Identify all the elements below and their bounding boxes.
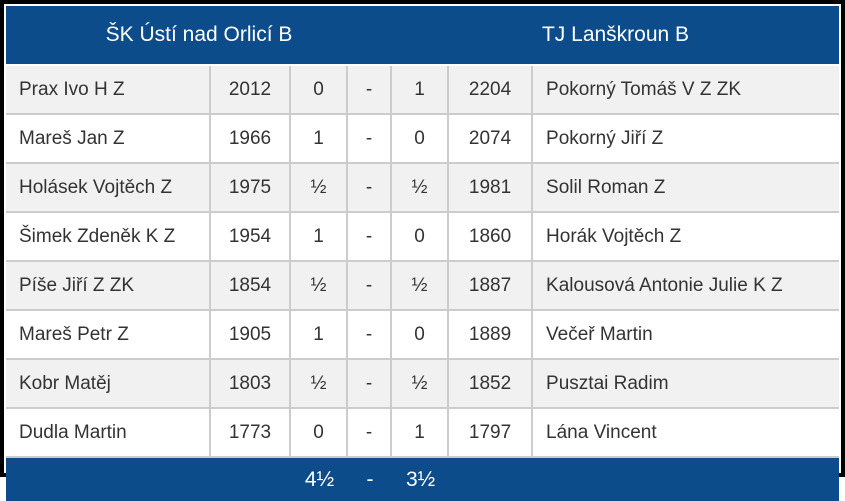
away-player-name: Večeř Martin [533,311,839,360]
home-score: ½ [291,360,348,409]
away-player-name: Pusztai Radim [533,360,839,409]
score-separator: - [348,409,393,458]
footer-spacer [6,458,291,501]
away-player-name: Pokorný Tomáš V Z ZK [533,66,839,115]
away-player-rating: 1887 [449,262,534,311]
away-player-name: Pokorný Jiří Z [533,115,839,164]
home-player-name: Píše Jiří Z ZK [6,262,211,311]
away-player-rating: 1889 [449,311,534,360]
home-score: ½ [291,262,348,311]
away-player-rating: 2204 [449,66,534,115]
home-player-rating: 1773 [211,409,291,458]
home-player-name: Mareš Jan Z [6,115,211,164]
away-score: 1 [392,66,450,115]
score-separator: - [348,66,393,115]
home-player-rating: 1905 [211,311,291,360]
away-score: 0 [392,311,450,360]
home-score: ½ [291,164,348,213]
match-row: Mareš Jan Z 1966 1 - 0 2074 Pokorný Jiří… [6,115,839,164]
home-player-name: Mareš Petr Z [6,311,211,360]
away-score: ½ [392,262,450,311]
away-score: 1 [392,409,450,458]
score-separator: - [348,262,393,311]
home-player-rating: 1966 [211,115,291,164]
home-player-rating: 1803 [211,360,291,409]
score-separator: - [348,213,393,262]
away-player-name: Solil Roman Z [533,164,839,213]
match-row: Dudla Martin 1773 0 - 1 1797 Lána Vincen… [6,409,839,458]
home-score: 1 [291,311,348,360]
match-table: ŠK Ústí nad Orlicí B TJ Lanškroun B Prax… [6,6,839,501]
total-separator: - [348,458,393,501]
total-score-row: 4½ - 3½ [6,458,839,501]
home-score: 1 [291,213,348,262]
home-player-rating: 2012 [211,66,291,115]
away-player-rating: 1860 [449,213,534,262]
away-player-rating: 1852 [449,360,534,409]
score-separator: - [348,115,393,164]
away-player-name: Kalousová Antonie Julie K Z [533,262,839,311]
away-score: 0 [392,115,450,164]
home-player-rating: 1954 [211,213,291,262]
away-player-rating: 1981 [449,164,534,213]
home-player-name: Dudla Martin [6,409,211,458]
home-score: 0 [291,409,348,458]
home-player-rating: 1975 [211,164,291,213]
home-player-name: Prax Ivo H Z [6,66,211,115]
away-player-rating: 1797 [449,409,534,458]
home-score: 0 [291,66,348,115]
match-row: Šimek Zdeněk K Z 1954 1 - 0 1860 Horák V… [6,213,839,262]
home-player-name: Holásek Vojtěch Z [6,164,211,213]
away-team-header: TJ Lanškroun B [392,6,839,66]
home-player-name: Šimek Zdeněk K Z [6,213,211,262]
team-header-row: ŠK Ústí nad Orlicí B TJ Lanškroun B [6,6,839,66]
home-player-rating: 1854 [211,262,291,311]
score-separator: - [348,311,393,360]
match-row: Mareš Petr Z 1905 1 - 0 1889 Večeř Marti… [6,311,839,360]
home-team-header: ŠK Ústí nad Orlicí B [6,6,393,66]
footer-spacer [449,458,839,501]
home-player-name: Kobr Matěj [6,360,211,409]
match-row: Píše Jiří Z ZK 1854 ½ - ½ 1887 Kalousová… [6,262,839,311]
home-score: 1 [291,115,348,164]
total-away-score: 3½ [392,458,450,501]
away-player-name: Horák Vojtěch Z [533,213,839,262]
match-row: Holásek Vojtěch Z 1975 ½ - ½ 1981 Solil … [6,164,839,213]
match-row: Kobr Matěj 1803 ½ - ½ 1852 Pusztai Radim [6,360,839,409]
away-player-rating: 2074 [449,115,534,164]
match-row: Prax Ivo H Z 2012 0 - 1 2204 Pokorný Tom… [6,66,839,115]
away-score: 0 [392,213,450,262]
score-separator: - [348,164,393,213]
score-separator: - [348,360,393,409]
away-score: ½ [392,360,450,409]
away-score: ½ [392,164,450,213]
away-player-name: Lána Vincent [533,409,839,458]
total-home-score: 4½ [291,458,348,501]
